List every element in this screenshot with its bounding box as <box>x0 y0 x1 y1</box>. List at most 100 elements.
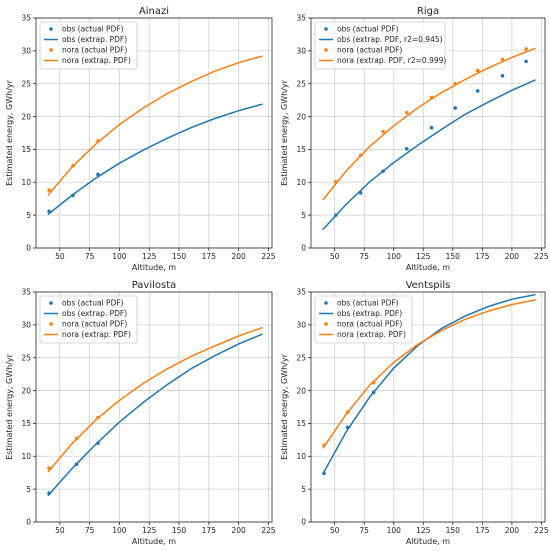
legend-label: obs (extrap. PDF) <box>62 35 127 44</box>
x-tick-label: 200 <box>231 526 246 535</box>
legend-swatch-point <box>49 48 53 52</box>
x-tick-label: 125 <box>416 252 431 261</box>
data-point-nora <box>381 129 385 134</box>
y-tick-label: 35 <box>296 14 306 23</box>
y-tick-label: 10 <box>21 178 31 187</box>
y-tick-label: 10 <box>296 178 306 187</box>
y-tick-label: 25 <box>21 79 31 88</box>
legend-swatch-point <box>49 301 53 305</box>
x-tick-label: 100 <box>112 252 127 261</box>
y-tick-label: 5 <box>26 485 31 494</box>
x-tick-label: 175 <box>202 526 217 535</box>
x-tick-label: 50 <box>330 526 340 535</box>
legend-swatch-point <box>324 301 328 305</box>
legend-box <box>314 21 446 70</box>
y-tick-label: 15 <box>21 145 31 154</box>
legend-label: nora (extrap. PDF) <box>62 330 131 339</box>
plot-frame <box>35 17 273 249</box>
y-axis-label: Estimated energy, GWh/yr <box>280 79 289 186</box>
legend-box <box>39 21 138 70</box>
chart-title: Ainazi <box>139 6 169 17</box>
data-point-nora <box>500 57 505 62</box>
legend-label: nora (actual PDF) <box>62 320 127 329</box>
data-point-nora <box>524 47 528 51</box>
legend-swatch-point <box>49 27 53 31</box>
series-line-nora <box>322 47 536 201</box>
x-axis-label: Altitude, m <box>132 263 176 272</box>
x-tick-label: 50 <box>55 526 65 535</box>
x-tick-label: 200 <box>231 252 246 261</box>
x-axis-label: Altitude, m <box>406 263 450 272</box>
y-axis-label: Estimated energy, GWh/yr <box>5 79 14 186</box>
x-tick-label: 150 <box>172 526 187 535</box>
data-point-obs <box>500 74 505 78</box>
series-line-nora <box>47 55 263 196</box>
data-point-obs <box>429 125 434 130</box>
y-tick-label: 20 <box>296 112 306 121</box>
legend-swatch-point <box>324 322 328 326</box>
legend-swatch-point <box>324 48 328 52</box>
legend-label: obs (actual PDF) <box>62 25 124 34</box>
y-tick-label: 30 <box>296 321 306 330</box>
plot-frame <box>310 17 546 249</box>
x-tick-label: 225 <box>261 526 276 535</box>
y-tick-label: 25 <box>21 353 31 362</box>
data-point-obs <box>453 106 457 110</box>
x-tick-label: 200 <box>505 526 520 535</box>
legend: obs (actual PDF)obs (extrap. PDF) nora (a… <box>39 295 138 344</box>
y-axis-label: Estimated energy, GWh/yr <box>280 353 289 460</box>
y-tick-label: 20 <box>21 386 31 395</box>
y-tick-label: 35 <box>21 14 31 23</box>
y-tick-label: 30 <box>21 47 31 56</box>
legend-label: obs (extrap. PDF) <box>337 309 402 318</box>
y-tick-label: 25 <box>296 353 306 362</box>
legend-swatch-point <box>49 322 53 326</box>
series-line-nora <box>47 326 263 473</box>
y-tick-label: 10 <box>296 452 306 461</box>
x-tick-label: 75 <box>85 526 95 535</box>
x-tick-label: 200 <box>505 252 520 261</box>
series-line-obs <box>322 79 536 231</box>
y-tick-label: 10 <box>21 452 31 461</box>
legend-box <box>314 295 413 344</box>
y-tick-label: 35 <box>296 288 306 297</box>
chart-title: Riga <box>417 6 439 17</box>
legend-label: obs (extrap. PDF) <box>62 309 127 318</box>
series-line-obs <box>47 333 263 497</box>
y-tick-label: 5 <box>301 485 306 494</box>
legend-label: obs (extrap. PDF, r2=0.945) <box>337 35 443 44</box>
chart-title: Ventspils <box>406 280 451 291</box>
x-tick-label: 175 <box>475 252 490 261</box>
x-tick-label: 125 <box>416 526 431 535</box>
x-tick-label: 100 <box>387 526 402 535</box>
x-tick-label: 50 <box>55 252 65 261</box>
legend-label: nora (extrap. PDF, r2=0.999) <box>337 56 446 65</box>
data-point-nora <box>404 110 409 115</box>
data-point-obs <box>96 172 100 177</box>
plot-frame <box>310 291 546 523</box>
legend-label: nora (actual PDF) <box>337 46 402 55</box>
y-tick-label: 5 <box>26 211 31 220</box>
x-tick-label: 125 <box>142 252 157 261</box>
x-tick-label: 75 <box>359 526 369 535</box>
y-tick-label: 5 <box>301 211 306 220</box>
y-tick-label: 20 <box>296 386 306 395</box>
legend-box <box>39 295 138 344</box>
y-tick-label: 35 <box>21 288 31 297</box>
x-tick-label: 100 <box>112 526 127 535</box>
x-tick-label: 100 <box>387 252 402 261</box>
data-point-obs <box>524 59 528 64</box>
chart-title: Pavilosta <box>132 280 177 291</box>
legend-label: nora (actual PDF) <box>62 46 127 55</box>
plot-frame <box>35 291 273 523</box>
x-axis-label: Altitude, m <box>132 537 176 546</box>
legend: obs (actual PDF)obs (extrap. PDF) nora (a… <box>39 21 138 70</box>
legend-label: nora (extrap. PDF) <box>337 330 406 339</box>
x-tick-label: 150 <box>446 526 461 535</box>
y-tick-label: 30 <box>21 321 31 330</box>
x-tick-label: 75 <box>85 252 95 261</box>
chart-panel-2: 50 75 100 125 150 175 200 225 0 5 10 15 20 25 30 35 Pavi… <box>5 280 276 546</box>
y-tick-label: 0 <box>301 518 306 527</box>
y-tick-label: 0 <box>26 244 31 253</box>
